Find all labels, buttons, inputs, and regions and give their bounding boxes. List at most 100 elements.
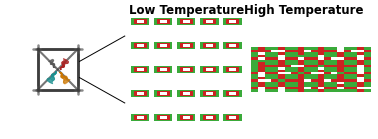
Bar <box>318 82 324 84</box>
Bar <box>364 89 370 92</box>
Bar <box>156 91 170 96</box>
Bar <box>258 50 265 52</box>
Bar <box>298 84 304 87</box>
Bar <box>324 77 331 79</box>
Bar <box>364 55 370 57</box>
Bar <box>271 79 278 82</box>
Bar <box>291 60 298 62</box>
Bar <box>318 57 324 60</box>
Bar <box>318 67 324 70</box>
Bar <box>271 75 278 77</box>
Bar <box>357 67 364 70</box>
Bar <box>271 64 278 67</box>
Bar <box>156 19 170 24</box>
Bar <box>206 92 213 95</box>
Bar <box>160 68 167 71</box>
Bar <box>258 82 265 84</box>
Bar <box>258 89 265 92</box>
Bar <box>285 57 291 60</box>
Bar <box>357 47 364 50</box>
Bar <box>298 62 304 64</box>
Bar <box>258 75 265 77</box>
Bar <box>324 87 331 89</box>
Bar <box>265 55 271 57</box>
Bar <box>206 20 213 23</box>
Bar <box>136 44 144 47</box>
Bar <box>265 50 271 52</box>
Bar <box>357 89 364 92</box>
Bar <box>357 72 364 75</box>
Bar <box>177 90 195 97</box>
Bar <box>285 52 291 55</box>
Bar <box>298 77 304 79</box>
Bar <box>304 70 311 72</box>
Bar <box>226 43 239 48</box>
Bar <box>183 92 190 95</box>
Bar <box>131 114 149 121</box>
Bar <box>331 79 338 82</box>
Bar <box>304 62 311 64</box>
Bar <box>304 87 311 89</box>
Bar <box>206 44 213 47</box>
Bar <box>344 55 351 57</box>
Bar <box>180 115 193 120</box>
Bar <box>364 67 370 70</box>
Bar <box>331 75 338 77</box>
Bar <box>357 82 364 84</box>
Bar <box>364 87 370 89</box>
Bar <box>304 67 311 70</box>
Bar <box>351 84 357 87</box>
Bar <box>291 82 298 84</box>
Bar <box>311 55 318 57</box>
Bar <box>285 62 291 64</box>
Bar <box>344 75 351 77</box>
Bar <box>364 70 370 72</box>
Bar <box>311 64 318 67</box>
Bar <box>338 47 344 50</box>
Bar <box>131 42 149 49</box>
Bar <box>344 89 351 92</box>
Bar <box>344 47 351 50</box>
Bar <box>311 84 318 87</box>
Bar <box>271 82 278 84</box>
Bar <box>331 47 338 50</box>
Bar <box>285 87 291 89</box>
Bar <box>351 87 357 89</box>
Bar <box>203 43 216 48</box>
Bar <box>344 79 351 82</box>
Bar <box>160 92 167 95</box>
Bar <box>298 79 304 82</box>
Bar <box>271 89 278 92</box>
Bar <box>291 77 298 79</box>
Bar <box>271 67 278 70</box>
Bar <box>291 57 298 60</box>
Bar <box>318 75 324 77</box>
Bar <box>271 62 278 64</box>
Bar <box>364 64 370 67</box>
Bar <box>271 77 278 79</box>
Bar <box>203 19 216 24</box>
Bar <box>351 52 357 55</box>
Bar <box>351 77 357 79</box>
Bar <box>203 115 216 120</box>
Bar <box>291 72 298 75</box>
Bar <box>351 50 357 52</box>
Bar <box>357 62 364 64</box>
Bar <box>203 67 216 72</box>
Bar <box>331 70 338 72</box>
Bar <box>324 75 331 77</box>
Bar <box>271 47 278 50</box>
Bar <box>298 60 304 62</box>
Bar <box>258 70 265 72</box>
Bar <box>258 72 265 75</box>
Bar <box>136 20 144 23</box>
Bar <box>278 64 285 67</box>
Bar <box>265 89 271 92</box>
Bar <box>364 60 370 62</box>
Bar <box>304 50 311 52</box>
Bar <box>351 67 357 70</box>
Bar <box>331 84 338 87</box>
Bar <box>229 116 236 119</box>
Bar <box>229 92 236 95</box>
Bar <box>318 64 324 67</box>
